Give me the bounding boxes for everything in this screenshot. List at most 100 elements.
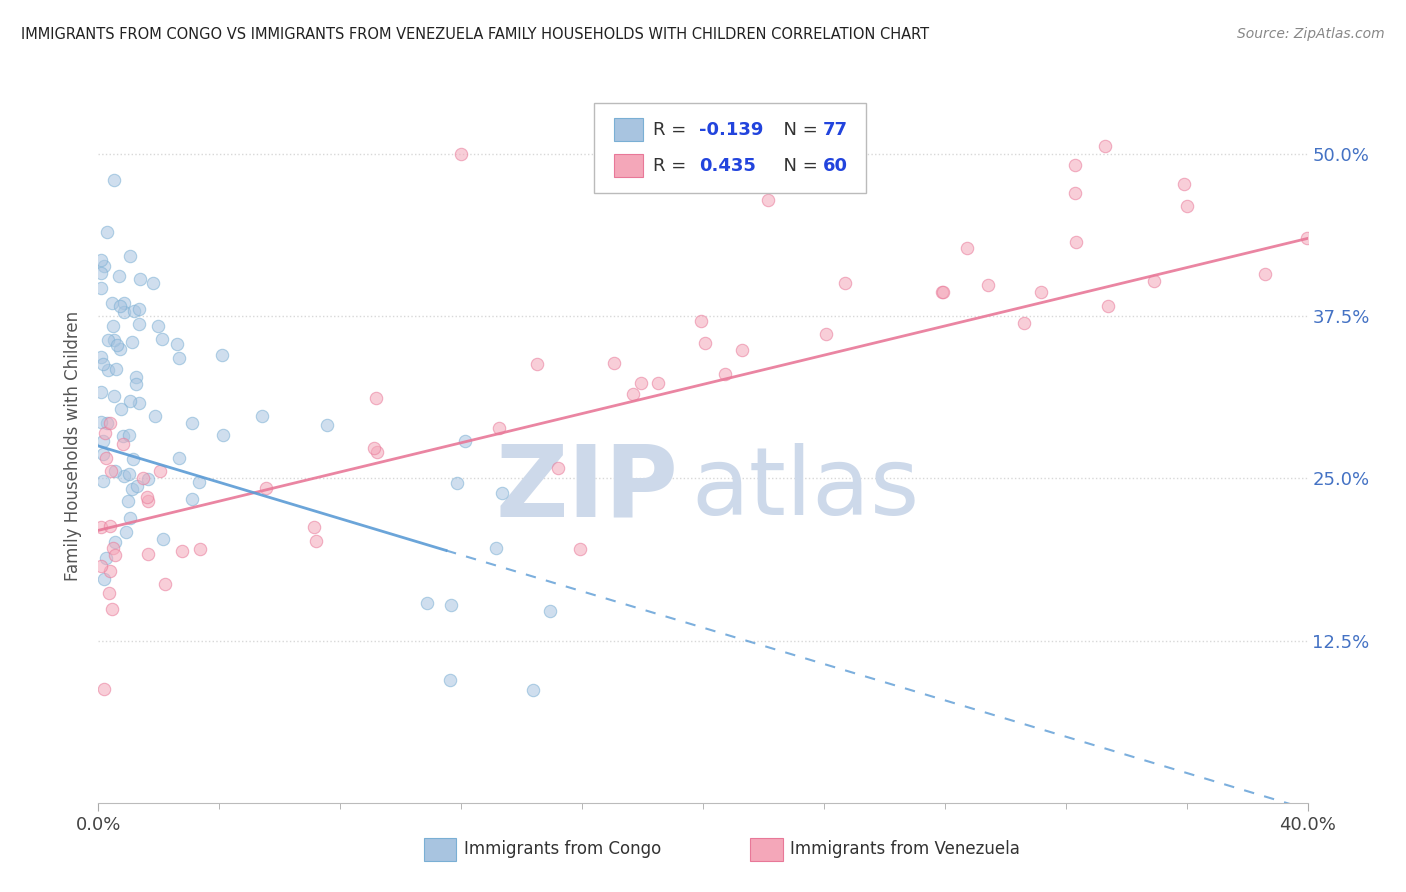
Point: [91, 434, 114, 448]
Point: [125, 370, 148, 384]
Point: [103, 389, 125, 403]
Point: [120, 249, 142, 263]
Point: [118, 428, 141, 442]
Point: [98, 564, 121, 578]
Point: [128, 317, 150, 331]
Point: [122, 303, 145, 318]
Point: [956, 241, 979, 255]
Point: [112, 469, 135, 483]
Point: [112, 304, 135, 318]
Point: [815, 326, 838, 341]
Point: [103, 318, 125, 333]
Point: [568, 542, 591, 557]
Point: [363, 441, 385, 455]
Text: -0.139: -0.139: [699, 121, 763, 139]
Point: [250, 409, 273, 424]
Text: N =: N =: [772, 121, 824, 139]
Point: [103, 333, 125, 347]
Point: [98, 519, 121, 533]
Point: [212, 428, 235, 442]
FancyBboxPatch shape: [423, 838, 457, 862]
Point: [104, 534, 127, 549]
Point: [136, 491, 159, 505]
Point: [1296, 230, 1319, 244]
Point: [91, 447, 114, 461]
Point: [91, 474, 114, 488]
Point: [122, 451, 145, 466]
Point: [155, 576, 177, 591]
Text: 0.435: 0.435: [699, 157, 756, 175]
Point: [112, 429, 135, 443]
Point: [118, 467, 141, 481]
FancyBboxPatch shape: [613, 154, 643, 177]
Point: [621, 387, 644, 401]
Point: [146, 318, 169, 333]
Point: [105, 362, 128, 376]
Point: [90, 280, 112, 294]
Point: [526, 357, 548, 371]
Point: [450, 147, 472, 161]
Point: [110, 402, 132, 417]
Point: [93, 259, 115, 273]
Point: [693, 336, 716, 351]
Point: [1175, 199, 1198, 213]
Point: [93, 426, 115, 441]
Point: [454, 434, 477, 448]
Point: [128, 301, 150, 316]
FancyBboxPatch shape: [595, 103, 866, 193]
Point: [647, 376, 669, 390]
Point: [136, 494, 159, 508]
Point: [166, 337, 188, 351]
Point: [366, 391, 388, 405]
Text: 60: 60: [823, 157, 848, 175]
Point: [366, 445, 388, 459]
Point: [1064, 235, 1087, 249]
Point: [101, 602, 124, 616]
Point: [254, 481, 277, 495]
Text: Source: ZipAtlas.com: Source: ZipAtlas.com: [1237, 27, 1385, 41]
Point: [93, 572, 115, 586]
Point: [167, 450, 190, 465]
Point: [100, 464, 122, 478]
Text: R =: R =: [654, 157, 692, 175]
Point: [127, 479, 149, 493]
Point: [630, 376, 652, 390]
Point: [1094, 139, 1116, 153]
Point: [105, 338, 128, 352]
Point: [107, 268, 129, 283]
Point: [1012, 316, 1035, 330]
Point: [1173, 178, 1195, 192]
Point: [124, 377, 146, 392]
Point: [547, 460, 569, 475]
Point: [90, 559, 112, 574]
Point: [416, 596, 439, 610]
Point: [121, 482, 143, 496]
Point: [538, 604, 561, 618]
Point: [1254, 267, 1277, 281]
Point: [90, 350, 112, 364]
Point: [90, 266, 112, 280]
Point: [101, 541, 124, 555]
Point: [439, 673, 461, 687]
Point: [138, 547, 160, 561]
Point: [756, 193, 779, 207]
Text: atlas: atlas: [690, 442, 920, 535]
Point: [689, 314, 711, 328]
Point: [101, 295, 124, 310]
Point: [188, 542, 211, 557]
Point: [94, 550, 117, 565]
Point: [91, 357, 114, 371]
Point: [1063, 158, 1085, 172]
Point: [117, 494, 139, 508]
Point: [932, 285, 955, 299]
FancyBboxPatch shape: [613, 119, 643, 141]
Point: [110, 299, 132, 313]
Point: [1031, 285, 1053, 299]
Point: [94, 451, 117, 466]
Point: [93, 681, 115, 696]
Point: [188, 475, 211, 489]
Point: [90, 520, 112, 534]
Point: [931, 285, 953, 299]
Text: R =: R =: [654, 121, 692, 139]
Point: [128, 272, 150, 286]
